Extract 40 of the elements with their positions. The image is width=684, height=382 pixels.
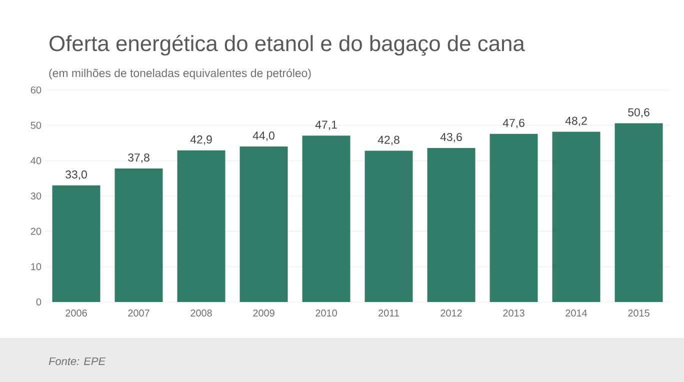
bar: [364, 150, 413, 302]
bar: [427, 148, 476, 302]
chart-subtitle: (em milhões de toneladas equivalentes de petróleo): [49, 68, 311, 80]
data-label: 44,0: [252, 132, 274, 142]
data-label: 33,0: [66, 170, 87, 180]
bar: [177, 150, 226, 302]
x-tick-label: 2009: [253, 310, 274, 317]
x-tick-label: 2006: [66, 310, 87, 317]
bar: [302, 136, 350, 302]
data-label: 42,8: [378, 136, 400, 146]
data-label: 50,6: [628, 108, 650, 118]
bar: [614, 123, 663, 302]
y-tick-label: 60: [30, 86, 42, 94]
x-tick-label: 2014: [566, 310, 588, 317]
bar: [240, 146, 288, 302]
y-tick-label: 40: [30, 157, 42, 164]
bar: [490, 134, 538, 302]
y-tick-label: 20: [30, 228, 42, 235]
x-tick-label: 2010: [316, 310, 337, 317]
data-label: 47,6: [502, 118, 524, 128]
y-tick-label: 50: [30, 122, 42, 129]
x-tick-label: 2015: [628, 310, 650, 317]
data-label: 43,6: [440, 132, 462, 142]
y-tick-label: 0: [36, 298, 42, 306]
y-tick-label: 30: [30, 192, 42, 200]
y-tick-label: 10: [31, 263, 42, 270]
x-tick-label: 2007: [128, 310, 150, 317]
source-note: Fonte: EPE: [48, 357, 106, 366]
data-label: 42,9: [190, 135, 212, 145]
x-tick-label: 2012: [440, 310, 462, 317]
data-label: 47,1: [315, 120, 337, 130]
bar: [114, 168, 163, 302]
chart-title: Oferta energética do etanol e do bagaço de cana: [50, 34, 525, 56]
x-tick-label: 2013: [503, 310, 524, 317]
bar: [552, 132, 600, 302]
data-label: 48,2: [565, 116, 587, 126]
data-label: 37,8: [128, 153, 150, 163]
bar: [52, 185, 100, 302]
x-tick-label: 2011: [378, 310, 399, 317]
x-tick-label: 2008: [190, 310, 212, 317]
